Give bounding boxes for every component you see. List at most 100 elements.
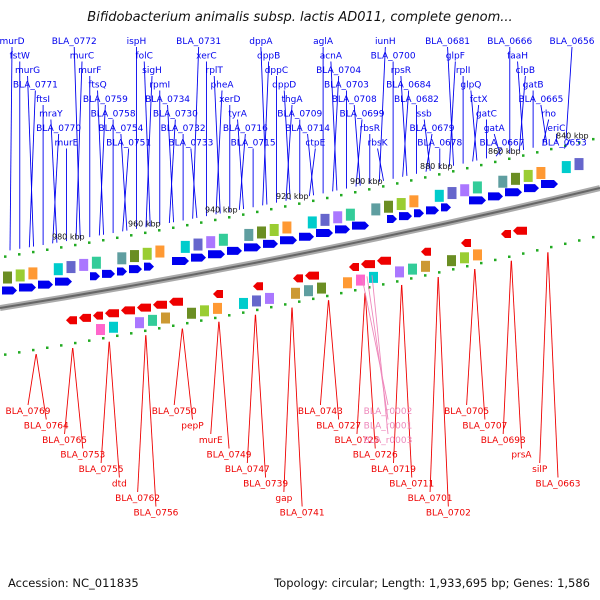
forward-gene-label[interactable]: BLA_0667 [480, 139, 525, 149]
reverse-gene-label[interactable]: dtd [112, 480, 127, 490]
reverse-gene-label[interactable]: BLA_0739 [243, 480, 288, 490]
forward-gene-label[interactable]: BLA_0684 [386, 81, 431, 91]
reverse-gene-label[interactable]: BLA_0741 [280, 509, 325, 519]
forward-gene-label[interactable]: eriC [547, 124, 565, 134]
forward-gene-label[interactable]: BLA_0714 [285, 124, 330, 134]
forward-gene-label[interactable]: glpF [446, 52, 465, 62]
reverse-gene-label[interactable]: BLA_0762 [115, 494, 160, 504]
forward-gene-label[interactable]: pheA [210, 81, 234, 91]
forward-gene-label[interactable]: BLA_0679 [410, 124, 455, 134]
forward-gene-label[interactable]: BLA_0758 [91, 110, 136, 120]
forward-gene-label[interactable]: xerD [219, 95, 240, 105]
forward-gene-label[interactable]: BLA_0666 [487, 37, 532, 47]
forward-gene-label[interactable]: sigH [142, 66, 162, 76]
forward-gene-label[interactable]: BLA_0754 [98, 124, 143, 134]
reverse-gene-label[interactable]: BLA_0698 [481, 436, 526, 446]
forward-gene-label[interactable]: BLA_0759 [83, 95, 128, 105]
rna-gene-label[interactable]: BLA_r0003 [364, 436, 413, 446]
forward-gene-label[interactable]: gatA [484, 124, 506, 134]
forward-gene-label[interactable]: dppA [249, 37, 273, 47]
forward-gene-label[interactable]: mraY [39, 110, 63, 120]
forward-gene-label[interactable]: rho [541, 110, 556, 120]
reverse-gene-label[interactable]: pepP [181, 422, 204, 432]
forward-gene-label[interactable]: BLA_0733 [168, 139, 213, 149]
forward-gene-label[interactable]: BLA_0665 [518, 95, 563, 105]
forward-gene-label[interactable]: rpmI [149, 81, 170, 91]
forward-gene-label[interactable]: BLA_0653 [542, 139, 587, 149]
forward-gene-label[interactable]: iunH [375, 37, 396, 47]
reverse-gene-label[interactable]: BLA_0747 [225, 465, 270, 475]
reverse-gene-label[interactable]: BLA_0725 [334, 436, 379, 446]
forward-gene-label[interactable]: rbsK [368, 139, 389, 149]
forward-gene-label[interactable]: rpsR [391, 66, 411, 76]
reverse-gene-label[interactable]: BLA_0764 [24, 422, 69, 432]
forward-gene-label[interactable]: BLA_0699 [340, 110, 385, 120]
forward-gene-label[interactable]: xerC [196, 52, 217, 62]
forward-gene-label[interactable]: BLA_0715 [231, 139, 276, 149]
forward-gene-label[interactable]: tyrA [228, 110, 248, 120]
reverse-gene-label[interactable]: BLA_0753 [60, 451, 105, 461]
forward-gene-label[interactable]: BLA_0656 [550, 37, 595, 47]
rna-gene-label[interactable]: BLA_r0002 [364, 407, 413, 417]
reverse-gene-label[interactable]: BLA_0756 [133, 509, 178, 519]
forward-gene-label[interactable]: gatC [476, 110, 497, 120]
reverse-gene-label[interactable]: BLA_0749 [207, 451, 252, 461]
forward-gene-label[interactable]: ftsQ [88, 81, 106, 91]
forward-gene-label[interactable]: BLA_0708 [332, 95, 377, 105]
reverse-gene-label[interactable]: BLA_0755 [79, 465, 124, 475]
forward-gene-label[interactable]: ctpE [305, 139, 325, 149]
forward-gene-label[interactable]: BLA_0751 [106, 139, 151, 149]
forward-gene-label[interactable]: glpQ [460, 81, 481, 91]
reverse-gene-label[interactable]: prsA [511, 451, 532, 461]
reverse-gene-label[interactable]: BLA_0719 [371, 465, 416, 475]
reverse-gene-label[interactable]: BLA_0743 [298, 407, 343, 417]
forward-gene-label[interactable]: BLA_0730 [153, 110, 198, 120]
forward-gene-label[interactable]: fctX [470, 95, 488, 105]
forward-gene-label[interactable]: BLA_0681 [425, 37, 470, 47]
reverse-gene-label[interactable]: BLA_0711 [389, 480, 434, 490]
forward-gene-label[interactable]: BLA_0734 [145, 95, 190, 105]
forward-gene-label[interactable]: BLA_0704 [316, 66, 361, 76]
reverse-gene-label[interactable]: BLA_0769 [6, 407, 51, 417]
forward-gene-label[interactable]: BLA_0703 [324, 81, 369, 91]
forward-gene-label[interactable]: BLA_0682 [394, 95, 439, 105]
forward-gene-label[interactable]: dppB [257, 52, 280, 62]
forward-gene-label[interactable]: BLA_0771 [13, 81, 58, 91]
forward-gene-label[interactable]: BLA_0709 [277, 110, 322, 120]
reverse-gene-label[interactable]: BLA_0726 [353, 451, 398, 461]
forward-gene-label[interactable]: murC [70, 52, 94, 62]
forward-gene-label[interactable]: murD [0, 37, 25, 47]
forward-gene-label[interactable]: dppD [272, 81, 296, 91]
forward-gene-label[interactable]: BLA_0678 [417, 139, 462, 149]
forward-gene-label[interactable]: dppC [265, 66, 288, 76]
reverse-gene-label[interactable]: silP [532, 465, 548, 475]
forward-gene-label[interactable]: BLA_0770 [36, 124, 81, 134]
forward-gene-label[interactable]: ssb [417, 110, 432, 120]
forward-gene-label[interactable]: BLA_0731 [176, 37, 221, 47]
forward-gene-label[interactable]: thgA [281, 95, 303, 105]
forward-gene-label[interactable]: rplT [206, 66, 224, 76]
forward-gene-label[interactable]: faaH [507, 52, 528, 62]
forward-gene-label[interactable]: clpB [516, 66, 535, 76]
forward-gene-label[interactable]: ftsI [36, 95, 50, 105]
reverse-gene-label[interactable]: BLA_0750 [152, 407, 197, 417]
reverse-gene-label[interactable]: BLA_0707 [462, 422, 507, 432]
forward-gene-label[interactable]: murF [78, 66, 101, 76]
forward-gene-label[interactable]: BLA_0716 [223, 124, 268, 134]
reverse-gene-label[interactable]: BLA_0727 [316, 422, 361, 432]
reverse-gene-label[interactable]: BLA_0702 [426, 509, 471, 519]
reverse-gene-label[interactable]: BLA_0705 [444, 407, 489, 417]
reverse-gene-label[interactable]: murE [199, 436, 223, 446]
forward-gene-label[interactable]: murE [55, 139, 79, 149]
forward-gene-label[interactable]: BLA_0700 [371, 52, 416, 62]
forward-gene-label[interactable]: murG [15, 66, 40, 76]
rna-gene-label[interactable]: BLA_r0001 [364, 422, 413, 432]
forward-gene-label[interactable]: rplI [456, 66, 471, 76]
forward-gene-label[interactable]: BLA_0772 [52, 37, 97, 47]
forward-gene-label[interactable]: rbsR [360, 124, 380, 134]
forward-gene-label[interactable]: acnA [320, 52, 343, 62]
forward-gene-label[interactable]: aglA [313, 37, 334, 47]
reverse-gene-label[interactable]: BLA_0663 [536, 480, 581, 490]
reverse-gene-label[interactable]: BLA_0701 [408, 494, 453, 504]
forward-gene-label[interactable]: gatB [523, 81, 544, 91]
